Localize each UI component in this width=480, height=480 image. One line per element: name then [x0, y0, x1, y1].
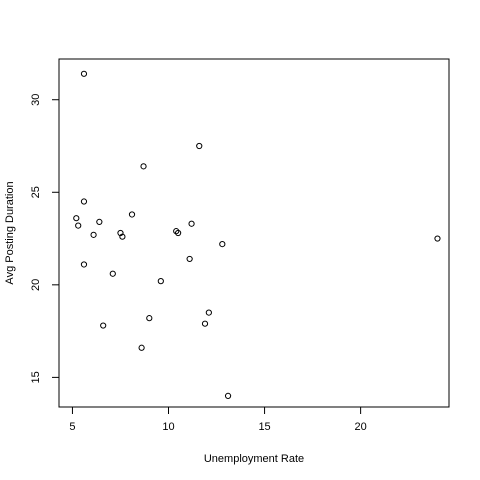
data-point-16 — [173, 228, 180, 235]
data-point-13 — [140, 163, 147, 170]
data-point-6 — [96, 218, 103, 225]
y-axis: 15 20 25 30 — [30, 94, 59, 384]
x-axis: 5 10 15 20 — [69, 407, 367, 433]
data-point-25 — [434, 235, 441, 242]
y-tick-label-0: 15 — [30, 371, 42, 383]
plot-frame — [58, 58, 450, 408]
data-point-7 — [100, 322, 107, 329]
data-point-12 — [138, 344, 145, 351]
x-tick-label-3: 20 — [355, 421, 367, 433]
data-point-22 — [205, 309, 212, 316]
data-point-5 — [90, 231, 97, 238]
data-point-10 — [119, 233, 126, 240]
data-point-0 — [80, 70, 88, 77]
data-point-8 — [109, 270, 116, 277]
data-point-14 — [146, 315, 153, 322]
data-point-20 — [196, 142, 203, 150]
y-tick-label-3: 30 — [30, 94, 42, 106]
data-point-18 — [186, 255, 193, 263]
x-tick-label-0: 5 — [69, 421, 75, 433]
y-tick-label-1: 20 — [30, 279, 42, 291]
data-point-3 — [80, 198, 88, 205]
data-point-19 — [188, 220, 195, 227]
data-point-21 — [201, 320, 209, 327]
data-point-15 — [157, 278, 164, 285]
data-point-2 — [75, 222, 82, 229]
x-axis-label: Unemployment Rate — [204, 453, 304, 465]
data-point-23 — [219, 241, 226, 248]
y-tick-label-2: 25 — [30, 186, 42, 198]
data-point-1 — [73, 215, 80, 222]
data-points — [73, 70, 441, 399]
y-axis-label: Avg Posting Duration — [4, 181, 16, 284]
data-point-11 — [128, 211, 136, 218]
x-tick-label-1: 10 — [162, 421, 174, 433]
data-point-24 — [224, 392, 232, 399]
x-tick-label-2: 15 — [258, 421, 270, 433]
data-point-4 — [80, 261, 88, 268]
data-point-17 — [175, 229, 182, 237]
